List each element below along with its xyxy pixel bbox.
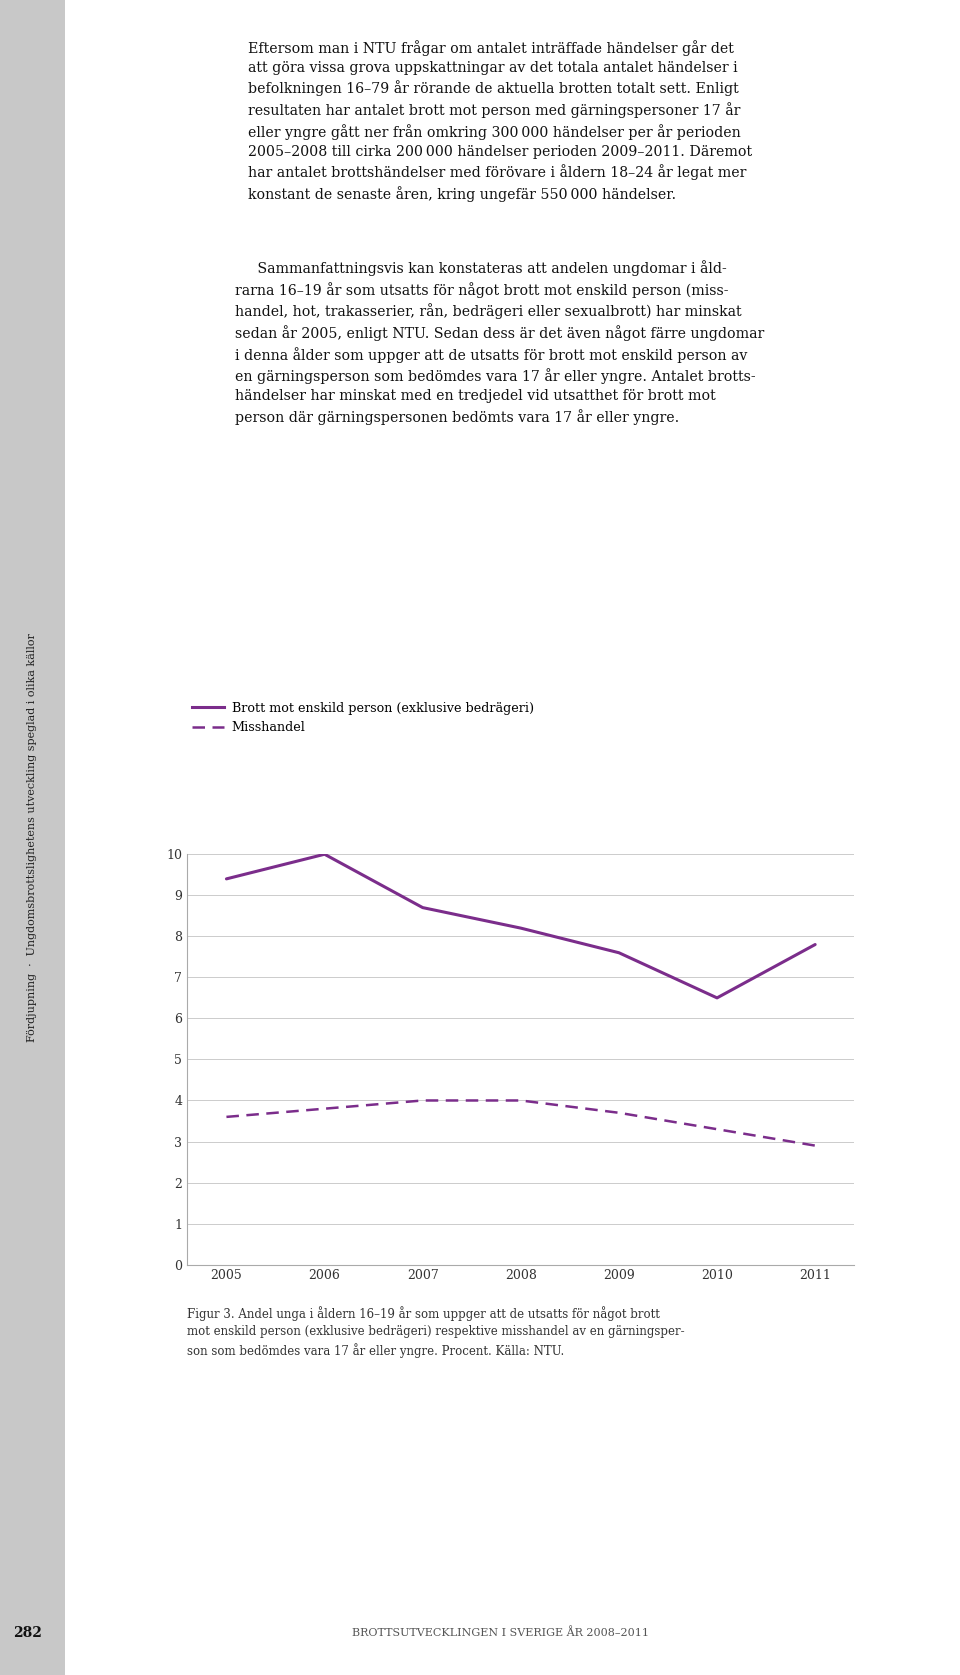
Text: Sammanfattningsvis kan konstateras att andelen ungdomar i åld-
rarna 16–19 år so: Sammanfattningsvis kan konstateras att a… — [235, 260, 764, 425]
Text: 282: 282 — [13, 1626, 42, 1640]
Text: Figur 3. Andel unga i åldern 16–19 år som uppger att de utsatts för något brott
: Figur 3. Andel unga i åldern 16–19 år so… — [187, 1306, 684, 1358]
Text: Eftersom man i NTU frågar om antalet inträffade händelser går det
att göra vissa: Eftersom man i NTU frågar om antalet int… — [248, 40, 752, 203]
Text: Fördjupning  ·  Ungdomsbrottslighetens utveckling speglad i olika källor: Fördjupning · Ungdomsbrottslighetens utv… — [27, 633, 37, 1042]
Text: BROTTSUTVECKLINGEN I SVERIGE ÅR 2008–2011: BROTTSUTVECKLINGEN I SVERIGE ÅR 2008–201… — [351, 1628, 649, 1638]
Legend: Brott mot enskild person (exklusive bedrägeri), Misshandel: Brott mot enskild person (exklusive bedr… — [187, 697, 539, 739]
Bar — [0, 0, 65, 1675]
